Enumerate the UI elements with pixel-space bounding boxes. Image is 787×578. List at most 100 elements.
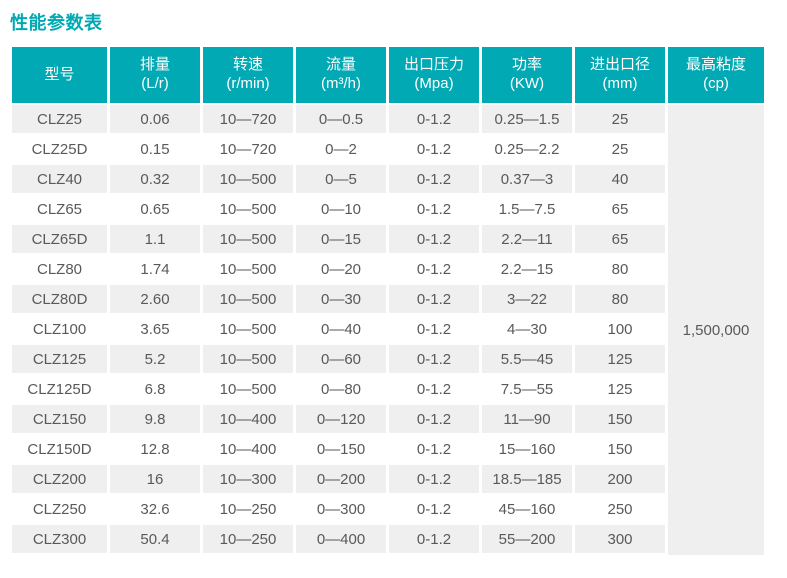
column-unit: (L/r) [141,75,169,92]
value-cell: 250 [575,495,668,525]
value-cell: 10—250 [203,495,296,525]
value-cell: 0.25—2.2 [482,135,575,165]
column-label: 出口压力 [403,56,464,73]
value-cell: 0.32 [110,165,203,195]
value-cell: 5.2 [110,345,203,375]
model-cell: CLZ25D [12,135,110,165]
table-row: CLZ40 0.32 10—500 0—5 0-1.2 0.37—3 40 [12,165,764,195]
max-viscosity-merged-cell: 1,500,000 [668,105,764,555]
value-cell: 0—5 [296,165,389,195]
column-unit: (m³/h) [321,75,361,92]
value-cell: 0-1.2 [389,315,482,345]
value-cell: 25 [575,105,668,135]
table-row: CLZ150 9.8 10—400 0—120 0-1.2 11—90 150 [12,405,764,435]
table-row: CLZ65 0.65 10—500 0—10 0-1.2 1.5—7.5 65 [12,195,764,225]
column-unit: (r/min) [226,75,270,92]
table-row: CLZ300 50.4 10—250 0—400 0-1.2 55—200 300 [12,525,764,555]
table-row: CLZ100 3.65 10—500 0—40 0-1.2 4—30 100 [12,315,764,345]
value-cell: 0-1.2 [389,405,482,435]
model-cell: CLZ150 [12,405,110,435]
value-cell: 0—200 [296,465,389,495]
value-cell: 0.37—3 [482,165,575,195]
table-row: CLZ125D 6.8 10—500 0—80 0-1.2 7.5—55 125 [12,375,764,405]
value-cell: 0—80 [296,375,389,405]
model-cell: CLZ250 [12,495,110,525]
value-cell: 40 [575,165,668,195]
value-cell: 32.6 [110,495,203,525]
value-cell: 10—500 [203,225,296,255]
value-cell: 6.8 [110,375,203,405]
value-cell: 10—500 [203,315,296,345]
value-cell: 10—500 [203,285,296,315]
value-cell: 11—90 [482,405,575,435]
value-cell: 50.4 [110,525,203,555]
table-row: CLZ125 5.2 10—500 0—60 0-1.2 5.5—45 125 [12,345,764,375]
value-cell: 15—160 [482,435,575,465]
table-row: CLZ80D 2.60 10—500 0—30 0-1.2 3—22 80 [12,285,764,315]
value-cell: 0.65 [110,195,203,225]
value-cell: 65 [575,225,668,255]
value-cell: 10—500 [203,195,296,225]
column-label: 进出口径 [589,56,650,73]
value-cell: 0-1.2 [389,435,482,465]
value-cell: 0.06 [110,105,203,135]
value-cell: 0-1.2 [389,345,482,375]
model-cell: CLZ80D [12,285,110,315]
value-cell: 18.5—185 [482,465,575,495]
column-header-8: 最高粘度 (cp) [668,47,764,105]
value-cell: 3.65 [110,315,203,345]
model-cell: CLZ65 [12,195,110,225]
value-cell: 0—300 [296,495,389,525]
value-cell: 0—10 [296,195,389,225]
value-cell: 1.5—7.5 [482,195,575,225]
column-unit: (KW) [509,75,545,92]
table-row: CLZ25D 0.15 10—720 0—2 0-1.2 0.25—2.2 25 [12,135,764,165]
column-unit: (cp) [703,75,729,92]
value-cell: 150 [575,405,668,435]
page-title: 性能参数表 [10,13,103,33]
value-cell: 1.74 [110,255,203,285]
value-cell: 25 [575,135,668,165]
column-header-1: 型号 [12,47,110,105]
value-cell: 0-1.2 [389,375,482,405]
model-cell: CLZ300 [12,525,110,555]
value-cell: 12.8 [110,435,203,465]
table-row: CLZ65D 1.1 10—500 0—15 0-1.2 2.2—11 65 [12,225,764,255]
value-cell: 0-1.2 [389,255,482,285]
model-cell: CLZ65D [12,225,110,255]
value-cell: 45—160 [482,495,575,525]
table-row: CLZ150D 12.8 10—400 0—150 0-1.2 15—160 150 [12,435,764,465]
header-row: 型号 排量 (L/r) 转速 (r/min) 流量 (m³/h) 出口压力 (Mpa) 功率 (KW… [12,47,764,105]
value-cell: 0-1.2 [389,495,482,525]
model-cell: CLZ25 [12,105,110,135]
value-cell: 0-1.2 [389,105,482,135]
value-cell: 300 [575,525,668,555]
value-cell: 0—120 [296,405,389,435]
value-cell: 0-1.2 [389,165,482,195]
value-cell: 55—200 [482,525,575,555]
table-row: CLZ200 16 10—300 0—200 0-1.2 18.5—185 200 [12,465,764,495]
value-cell: 0—400 [296,525,389,555]
value-cell: 10—500 [203,255,296,285]
value-cell: 10—400 [203,435,296,465]
column-label: 功率 [511,56,542,73]
value-cell: 10—720 [203,135,296,165]
value-cell: 0—150 [296,435,389,465]
model-cell: CLZ125D [12,375,110,405]
value-cell: 1.1 [110,225,203,255]
value-cell: 0—0.5 [296,105,389,135]
value-cell: 0—40 [296,315,389,345]
value-cell: 125 [575,345,668,375]
table-header: 型号 排量 (L/r) 转速 (r/min) 流量 (m³/h) 出口压力 (Mpa) 功率 (KW… [12,47,764,105]
performance-table: 型号 排量 (L/r) 转速 (r/min) 流量 (m³/h) 出口压力 (Mpa) 功率 (KW… [12,47,764,555]
table-body: CLZ25 0.06 10—720 0—0.5 0-1.2 0.25—1.5 25 1,500… [12,105,764,555]
value-cell: 10—500 [203,165,296,195]
model-cell: CLZ100 [12,315,110,345]
value-cell: 80 [575,285,668,315]
column-header-5: 出口压力 (Mpa) [389,47,482,105]
model-cell: CLZ40 [12,165,110,195]
value-cell: 0.25—1.5 [482,105,575,135]
value-cell: 3—22 [482,285,575,315]
column-header-4: 流量 (m³/h) [296,47,389,105]
